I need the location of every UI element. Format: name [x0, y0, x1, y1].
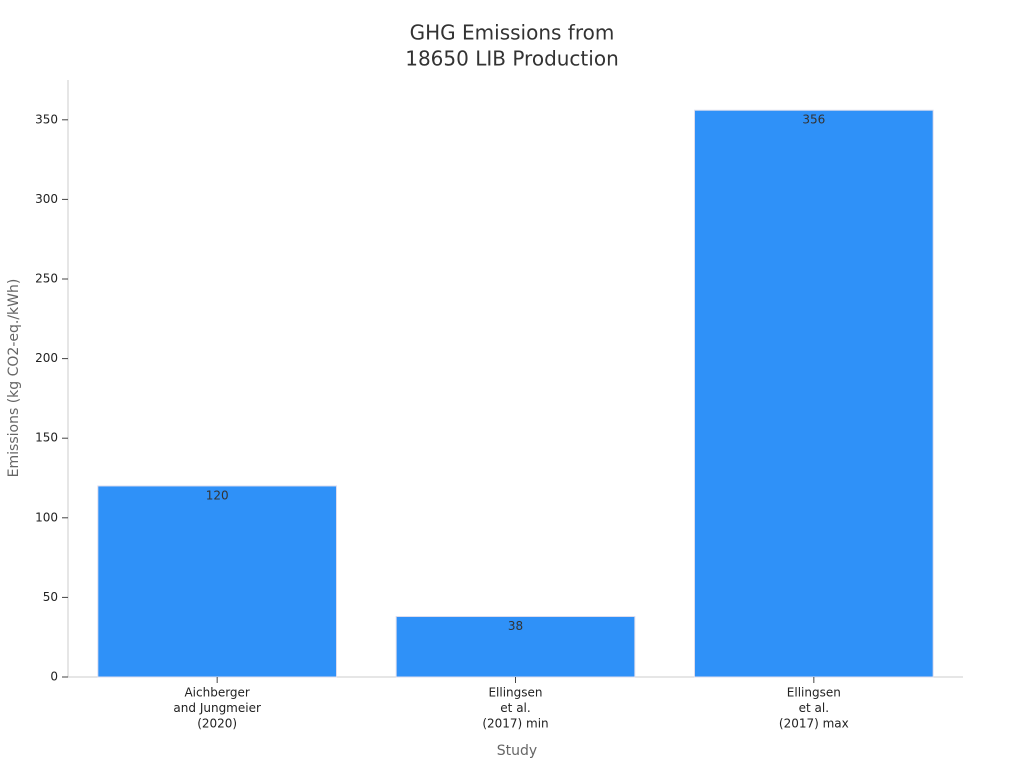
y-tick-label: 250 — [35, 272, 58, 286]
x-tick-label: (2017) min — [482, 717, 548, 731]
y-tick-label: 100 — [35, 510, 58, 524]
y-axis-title: Emissions (kg CO2-eq./kWh) — [6, 279, 22, 478]
x-tick-label: (2020) — [197, 717, 237, 731]
x-tick-label: Ellingsen — [488, 686, 542, 700]
chart-title: 18650 LIB Production — [405, 47, 619, 71]
bar — [694, 109, 934, 678]
y-tick-label: 150 — [35, 431, 58, 445]
x-tick-label: et al. — [799, 701, 829, 715]
x-tick-label: and Jungmeier — [173, 701, 261, 715]
chart-title: GHG Emissions from — [410, 21, 615, 45]
y-tick-label: 200 — [35, 351, 58, 365]
x-tick-label: Aichberger — [184, 686, 249, 700]
bar — [395, 616, 636, 678]
value-label: 356 — [802, 113, 825, 127]
x-tick-label: et al. — [500, 701, 530, 715]
x-tick-label: Ellingsen — [787, 686, 841, 700]
y-tick-label: 0 — [50, 670, 58, 684]
value-label: 38 — [508, 619, 523, 633]
y-tick-label: 300 — [35, 192, 58, 206]
value-label: 120 — [206, 488, 229, 502]
x-tick-label: (2017) max — [779, 717, 849, 731]
x-axis-title: Study — [497, 743, 537, 759]
bar — [97, 485, 338, 678]
y-tick-label: 50 — [43, 590, 58, 604]
y-tick-label: 350 — [35, 112, 58, 126]
